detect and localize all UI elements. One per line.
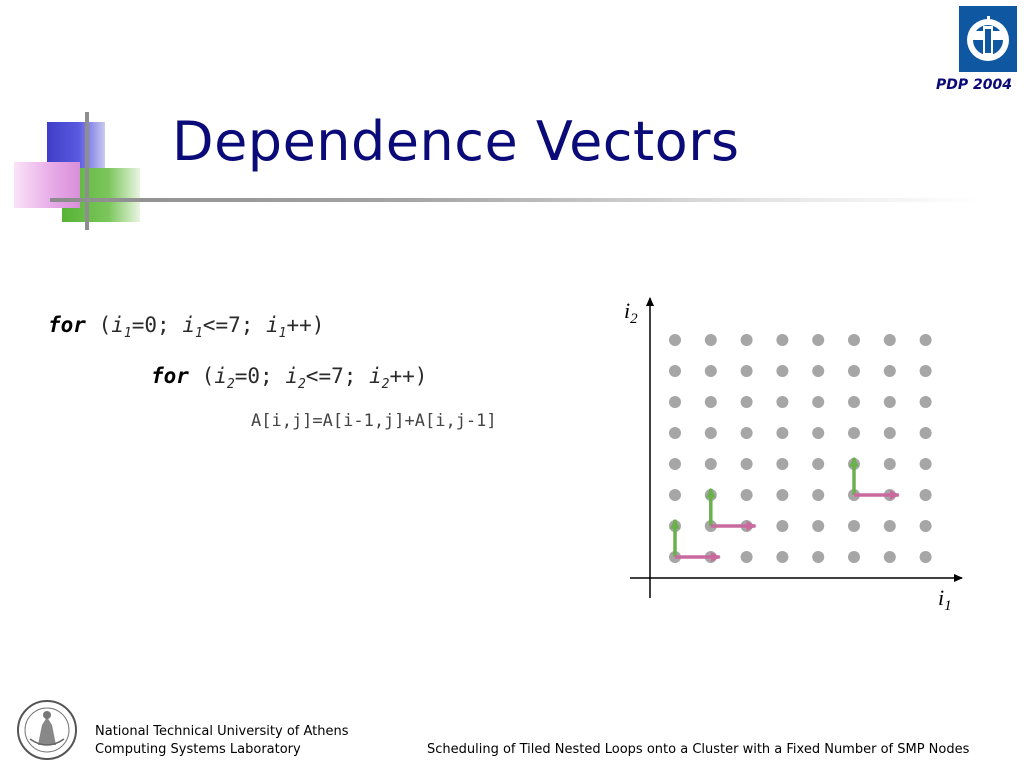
iteration-point — [812, 489, 825, 501]
footer-institution: National Technical University of Athens — [95, 724, 349, 739]
iteration-point — [848, 551, 860, 563]
iteration-point — [848, 396, 860, 408]
iteration-point — [919, 334, 932, 346]
iteration-point — [883, 520, 896, 532]
iteration-point — [776, 551, 789, 563]
slide-title: Dependence Vectors — [172, 110, 740, 173]
dependence-vectors — [670, 456, 900, 562]
iteration-point — [704, 396, 717, 408]
iteration-point — [669, 334, 681, 346]
iteration-point — [704, 458, 717, 470]
footer-lab: Computing Systems Laboratory — [95, 742, 301, 757]
iteration-point — [740, 365, 753, 377]
i1-axis-label: i1 — [938, 585, 952, 614]
university-seal-icon — [17, 700, 77, 760]
iteration-point — [740, 334, 753, 346]
iteration-point — [704, 365, 717, 377]
conference-logo-icon — [959, 6, 1017, 72]
iteration-point — [704, 334, 717, 346]
iteration-point — [740, 427, 753, 439]
iteration-point — [776, 427, 789, 439]
iteration-point — [848, 334, 860, 346]
iteration-point — [919, 427, 932, 439]
iteration-point — [740, 396, 753, 408]
iteration-point — [776, 396, 789, 408]
iteration-point — [669, 365, 681, 377]
iteration-point — [919, 551, 932, 563]
conference-label: PDP 2004 — [936, 77, 1012, 93]
decor-vertical-line — [85, 112, 89, 230]
title-underline — [50, 198, 980, 202]
iteration-point — [883, 365, 896, 377]
iteration-point — [919, 520, 932, 532]
iteration-point — [812, 551, 825, 563]
inner-loop-line: for (i2=0; i2<=7; i2++) — [151, 364, 428, 393]
iteration-point — [848, 427, 860, 439]
iteration-point — [776, 458, 789, 470]
i2-axis-label: i2 — [624, 298, 638, 327]
iteration-point — [704, 427, 717, 439]
outer-loop-line: for (i1=0; i1<=7; i1++) — [48, 313, 325, 342]
iteration-point — [919, 396, 932, 408]
iteration-space-diagram: i2 i1 — [624, 297, 963, 614]
iteration-point — [669, 489, 681, 501]
iteration-point — [776, 334, 789, 346]
university-seal — [16, 699, 78, 761]
iteration-point — [812, 334, 825, 346]
iteration-point — [919, 365, 932, 377]
iteration-point — [812, 520, 825, 532]
iteration-point — [776, 489, 789, 501]
for-keyword: for — [151, 364, 189, 388]
iteration-point — [740, 551, 753, 563]
for-keyword: for — [48, 313, 86, 337]
iteration-point — [669, 396, 681, 408]
iteration-point — [776, 520, 789, 532]
iteration-point — [919, 458, 932, 470]
loop-body-statement: A[i,j]=A[i-1,j]+A[i,j-1] — [251, 411, 497, 431]
iteration-points — [669, 334, 932, 563]
conference-logo — [959, 6, 1017, 72]
iteration-point — [919, 489, 932, 501]
iteration-point — [848, 365, 860, 377]
iteration-point — [883, 334, 896, 346]
iteration-point — [669, 458, 681, 470]
iteration-point — [883, 396, 896, 408]
iteration-point — [883, 458, 896, 470]
iteration-point — [812, 365, 825, 377]
iteration-point — [812, 396, 825, 408]
iteration-point — [740, 489, 753, 501]
iteration-point — [740, 458, 753, 470]
iteration-point — [848, 520, 860, 532]
iteration-point — [812, 458, 825, 470]
iteration-point — [776, 365, 789, 377]
footer-paper-title: Scheduling of Tiled Nested Loops onto a … — [427, 742, 970, 757]
iteration-point — [883, 427, 896, 439]
iteration-point — [669, 427, 681, 439]
iteration-point — [883, 551, 896, 563]
iteration-point — [812, 427, 825, 439]
